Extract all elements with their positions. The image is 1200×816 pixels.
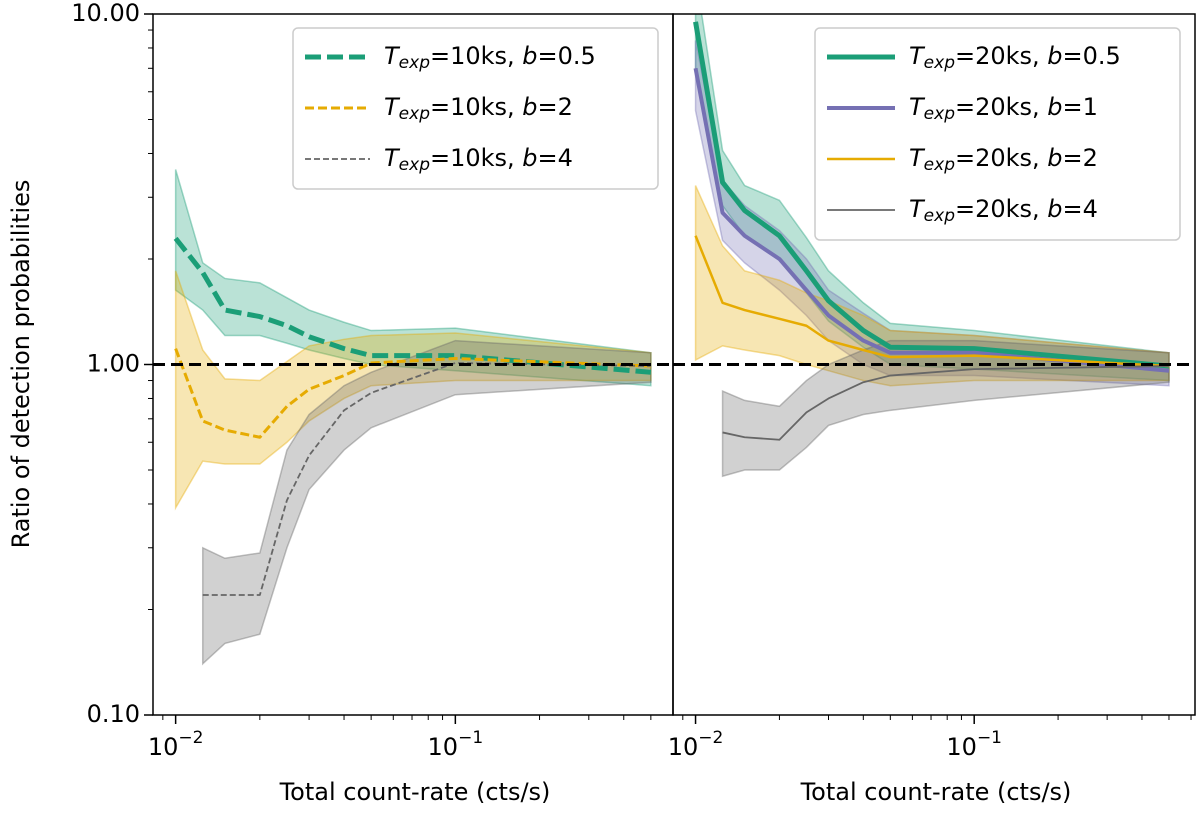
series-line [693,67,1170,373]
legend-label: Texp=20ks, b=1 [909,93,1098,124]
legend-label: Texp=20ks, b=4 [909,195,1098,226]
axes-frame [672,13,1196,716]
x-axis-label: Total count-rate (cts/s) [800,778,1072,806]
legend-label: Texp=10ks, b=4 [384,144,573,175]
x-tick-label: 10−1 [428,728,484,761]
y-tick-label: 1.00 [87,350,140,378]
x-tick-label: 10−1 [946,728,1002,761]
y-axis-label: Ratio of detection probabilities [7,180,35,549]
y-tick-label: 0.10 [87,700,140,728]
series-line [693,21,1170,369]
x-axis-label: Total count-rate (cts/s) [279,778,551,806]
x-tick-label: 10−2 [148,728,204,761]
legend-label: Texp=20ks, b=0.5 [909,42,1121,73]
series-line [722,365,1169,441]
series-line [173,236,652,375]
plot-area [173,169,652,666]
series-line [694,235,1170,368]
legend-label: Texp=10ks, b=0.5 [384,42,596,73]
confidence-band [694,185,1170,387]
plot-area [693,14,1170,478]
confidence-band [174,270,652,511]
confidence-band [201,339,652,666]
series-line [202,362,651,596]
legend-label: Texp=20ks, b=2 [909,144,1098,175]
confidence-band [721,339,1170,478]
y-tick-label: 10.00 [71,0,140,27]
legend-label: Texp=10ks, b=2 [384,93,573,124]
x-tick-label: 10−2 [668,728,724,761]
legend-box [814,27,1181,241]
legend-box [292,27,659,190]
series-line [174,348,651,439]
